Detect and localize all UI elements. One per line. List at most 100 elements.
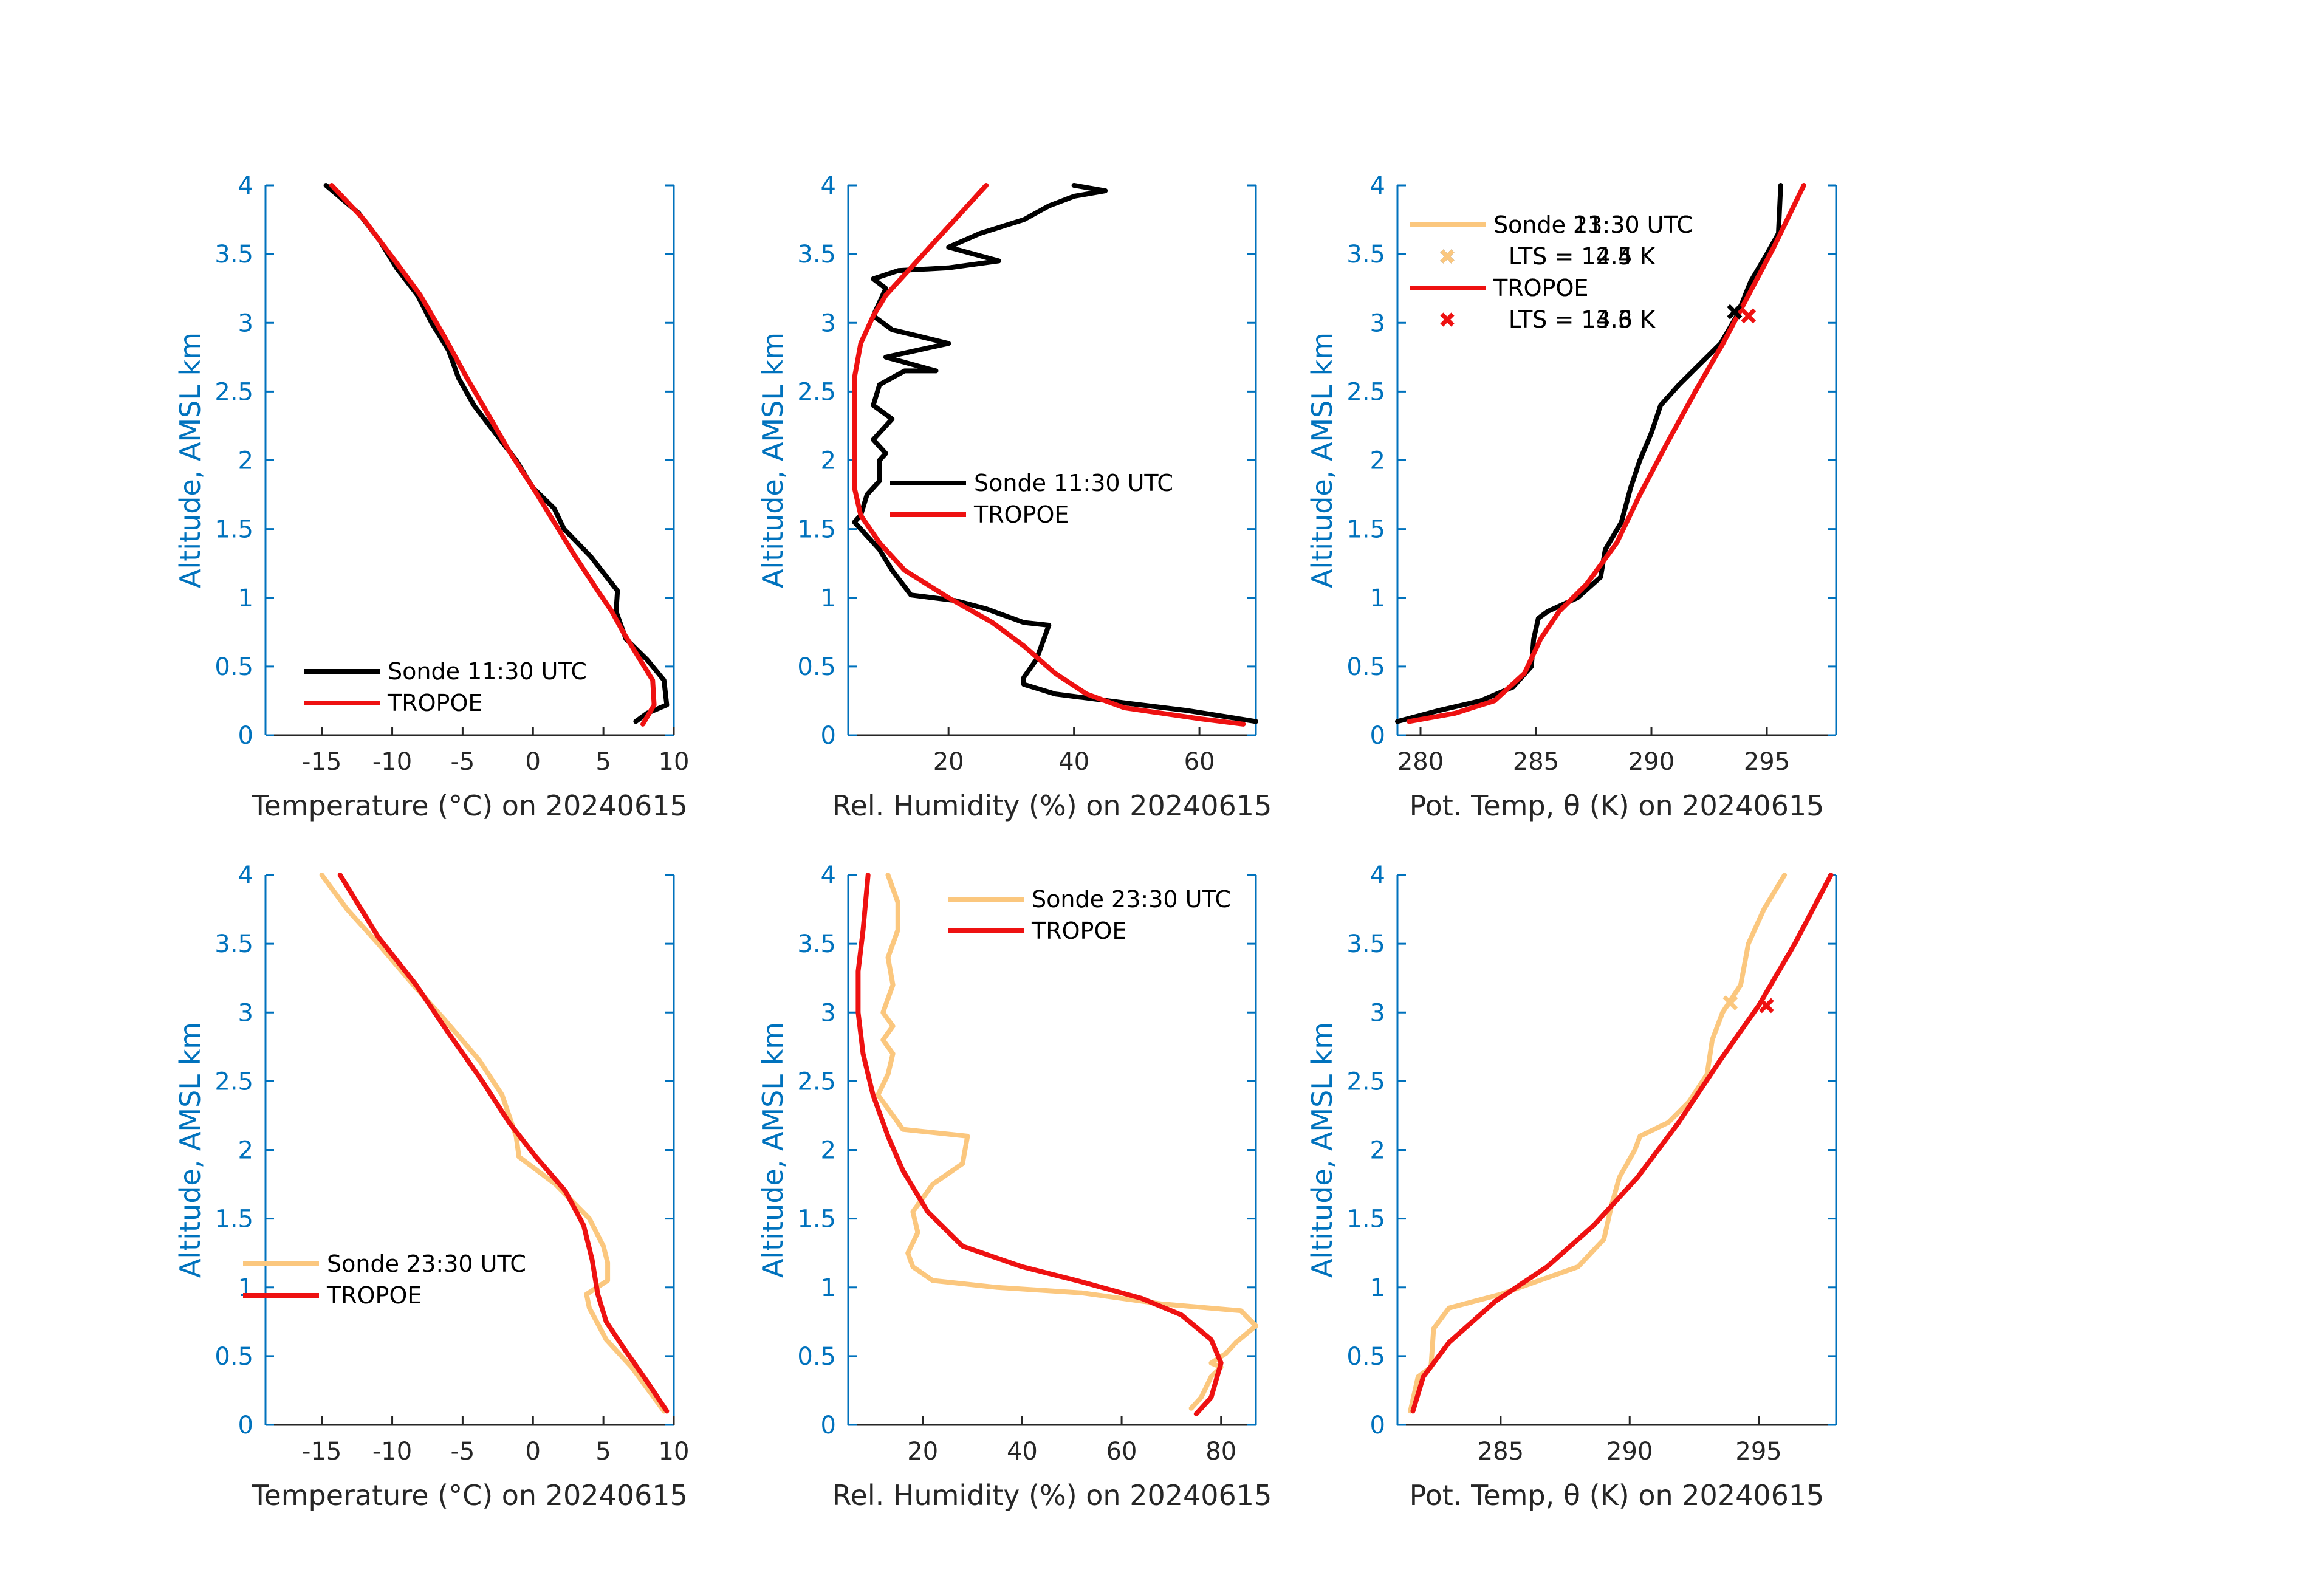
chart-panel-rh_2330: 0 0.5 1 1.5 2 2.5 3 3.5 4 20 40 60 80 Rel. Humidity (… <box>756 862 1272 1512</box>
y-axis-label: Altitude, AMSL km <box>1306 1022 1339 1278</box>
series-line-sonde-11-30-utc <box>852 183 1258 724</box>
y-tick-label: 3.5 <box>214 930 253 958</box>
y-tick-label: 4 <box>238 862 253 890</box>
x-axis-label: Rel. Humidity (%) on 20240615 <box>832 1479 1272 1512</box>
series-line-sonde-11-30-utc <box>323 183 670 724</box>
lts-marker <box>1741 308 1757 324</box>
y-tick-label: 2.5 <box>214 378 253 406</box>
y-tick-label: 2 <box>821 1137 836 1165</box>
legend-label: LTS = 12.5 K <box>1509 243 1656 270</box>
x-tick-label: 0 <box>526 748 541 776</box>
legend-label: Sonde 11:30 UTC <box>1493 211 1693 238</box>
y-tick-label: 2 <box>1370 1137 1385 1165</box>
legend: Sonde 11:30 UTC TROPOE <box>890 470 1173 528</box>
y-axis-label: Altitude, AMSL km <box>1306 332 1339 588</box>
y-tick-label: 1 <box>821 585 836 612</box>
y-tick-label: 0 <box>238 722 253 750</box>
lts-marker-stroke <box>1727 304 1743 320</box>
x-tick-label: 40 <box>1007 1438 1038 1466</box>
x-tick-label: 285 <box>1478 1438 1524 1466</box>
y-tick-label: 2.5 <box>214 1068 253 1096</box>
y-tick-label: 0 <box>1370 722 1385 750</box>
x-tick-label: 290 <box>1606 1438 1653 1466</box>
y-tick-label: 0 <box>821 1411 836 1439</box>
legend-label: Sonde 11:30 UTC <box>974 470 1173 496</box>
y-tick-label: 0.5 <box>1346 1343 1385 1371</box>
lts-marker <box>1758 998 1774 1014</box>
series-line-tropoe <box>852 183 1246 727</box>
legend-marker <box>1440 249 1455 264</box>
y-tick-label: 4 <box>821 862 836 890</box>
y-tick-label: 0.5 <box>797 653 836 681</box>
y-tick-label: 2 <box>821 447 836 475</box>
y-tick-label: 0 <box>821 722 836 750</box>
x-tick-label: 0 <box>526 1438 541 1466</box>
y-tick-label: 1.5 <box>214 516 253 544</box>
x-tick-label: 10 <box>659 748 690 776</box>
x-tick-label: 5 <box>595 748 611 776</box>
legend: Sonde 23:30 UTC TROPOE <box>948 886 1231 944</box>
y-tick-label: 1.5 <box>1346 516 1385 544</box>
x-tick-label: 60 <box>1184 748 1215 776</box>
series-line-tropoe <box>329 183 657 727</box>
legend-label: LTS = 14.3 K <box>1509 306 1656 333</box>
y-tick-label: 4 <box>238 172 253 200</box>
y-tick-label: 1.5 <box>797 1206 836 1233</box>
x-tick-label: 10 <box>659 1438 690 1466</box>
y-tick-label: 3 <box>238 309 253 337</box>
y-tick-label: 2 <box>238 447 253 475</box>
y-tick-label: 0 <box>1370 1411 1385 1439</box>
x-tick-label: -10 <box>372 748 412 776</box>
y-tick-label: 2.5 <box>797 378 836 406</box>
legend: Sonde 11:30 UTC TROPOE <box>304 658 587 716</box>
x-tick-label: -5 <box>450 1438 475 1466</box>
legend-label: TROPOE <box>387 690 482 716</box>
y-tick-label: 0 <box>238 1411 253 1439</box>
y-tick-label: 3.5 <box>1346 241 1385 269</box>
legend: Sonde 23:30 UTC LTS = 12.5 K TROPOE LTS = 1… <box>1410 211 1693 333</box>
y-tick-label: 1.5 <box>1346 1206 1385 1233</box>
series-line-sonde-23-30-utc <box>1408 873 1788 1414</box>
y-tick-label: 3 <box>821 309 836 337</box>
x-axis-label: Rel. Humidity (%) on 20240615 <box>832 789 1272 822</box>
legend-marker <box>1440 312 1455 327</box>
x-tick-label: 290 <box>1628 748 1674 776</box>
x-axis-label: Pot. Temp, θ (K) on 20240615 <box>1410 789 1825 822</box>
legend: Sonde 23:30 UTC TROPOE <box>243 1250 526 1309</box>
y-tick-label: 2.5 <box>1346 1068 1385 1096</box>
legend-label: LTS = 14.4 K <box>1509 243 1656 270</box>
y-axis-label: Altitude, AMSL km <box>174 332 207 588</box>
y-axis-label: Altitude, AMSL km <box>756 332 789 588</box>
series-line-sonde-23-30-utc <box>876 873 1258 1411</box>
y-tick-label: 0.5 <box>1346 653 1385 681</box>
x-tick-label: -10 <box>372 1438 412 1466</box>
series-line-tropoe <box>337 873 670 1414</box>
legend-label: TROPOE <box>326 1282 422 1309</box>
chart-panel-temp_2330: 00.511.522.533.54-15 -10 -5 0 5 10Temperature… <box>174 862 689 1512</box>
x-tick-label: 20 <box>933 748 964 776</box>
y-tick-label: 1 <box>1370 585 1385 612</box>
x-tick-label: -5 <box>450 748 475 776</box>
y-tick-label: 3 <box>1370 999 1385 1027</box>
x-axis-label: Pot. Temp, θ (K) on 20240615 <box>1410 1479 1825 1512</box>
y-tick-label: 3 <box>821 999 836 1027</box>
series-line-tropoe <box>855 873 1224 1416</box>
y-tick-label: 0.5 <box>214 653 253 681</box>
x-tick-label: 285 <box>1513 748 1559 776</box>
legend-label: Sonde 11:30 UTC <box>388 658 587 685</box>
y-tick-label: 2.5 <box>1346 378 1385 406</box>
chart-panel-rh_1130: 0 0.5 1 1.5 2 2.5 3 3.5 4 20 40 60 Rel. Humidity (%)… <box>756 172 1272 822</box>
y-axis-label: Altitude, AMSL km <box>174 1022 207 1278</box>
y-tick-label: 2 <box>1370 447 1385 475</box>
legend-label: TROPOE <box>1493 275 1588 301</box>
x-tick-label: 20 <box>907 1438 938 1466</box>
y-tick-label: 2 <box>238 1137 253 1165</box>
y-tick-label: 3 <box>238 999 253 1027</box>
y-tick-label: 1 <box>1370 1274 1385 1302</box>
x-tick-label: 60 <box>1106 1438 1137 1466</box>
y-axis-label: Altitude, AMSL km <box>756 1022 789 1278</box>
x-tick-label: 5 <box>595 1438 611 1466</box>
lts-marker-stroke <box>1741 308 1757 324</box>
x-tick-label: 40 <box>1058 748 1089 776</box>
legend-label: TROPOE <box>1031 918 1126 944</box>
